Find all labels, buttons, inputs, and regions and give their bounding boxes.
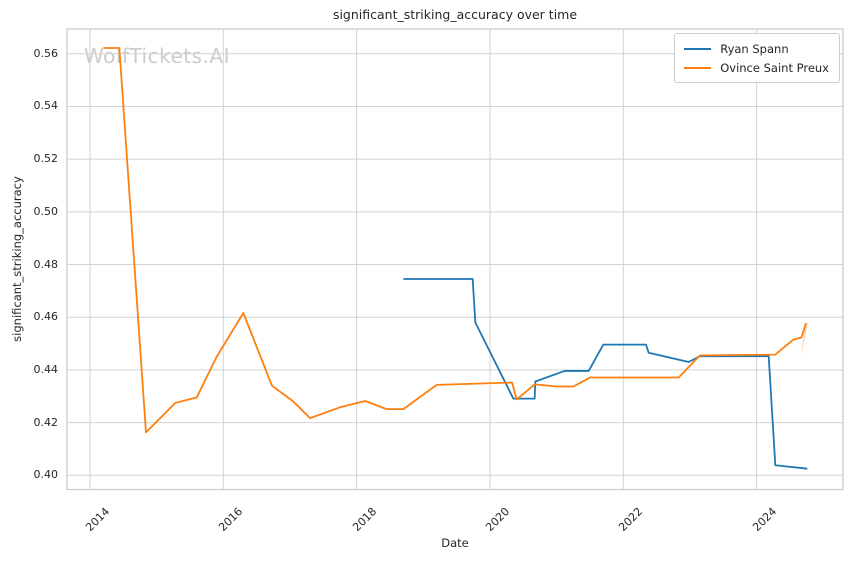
legend-item-ovince-saint-preux: Ovince Saint Preux — [684, 58, 829, 77]
y-tick-label: 0.46 — [33, 310, 59, 324]
legend-line-swatch — [684, 66, 712, 69]
legend: Ryan Spann Ovince Saint Preux — [674, 33, 840, 83]
legend-line-swatch — [684, 47, 712, 50]
legend-label: Ovince Saint Preux — [720, 60, 829, 75]
chart-title: significant_striking_accuracy over time — [332, 7, 578, 22]
y-tick-label: 0.54 — [33, 99, 59, 113]
series-line-ryan-spann — [403, 278, 808, 470]
y-tick-label: 0.42 — [33, 415, 59, 429]
y-tick-label: 0.50 — [33, 204, 59, 218]
y-tick-label: 0.44 — [33, 362, 59, 376]
x-axis-label: Date — [441, 536, 469, 550]
legend-label: Ryan Spann — [720, 41, 789, 56]
legend-item-ryan-spann: Ryan Spann — [684, 39, 829, 58]
y-tick-label: 0.40 — [33, 468, 59, 482]
series-end-flare — [801, 322, 808, 357]
y-tick-label: 0.52 — [33, 152, 59, 166]
series-line-ovince-saint-preux — [103, 47, 807, 434]
y-tick-label: 0.56 — [33, 46, 59, 60]
plot-border — [66, 28, 844, 491]
y-tick-label: 0.48 — [33, 257, 59, 271]
